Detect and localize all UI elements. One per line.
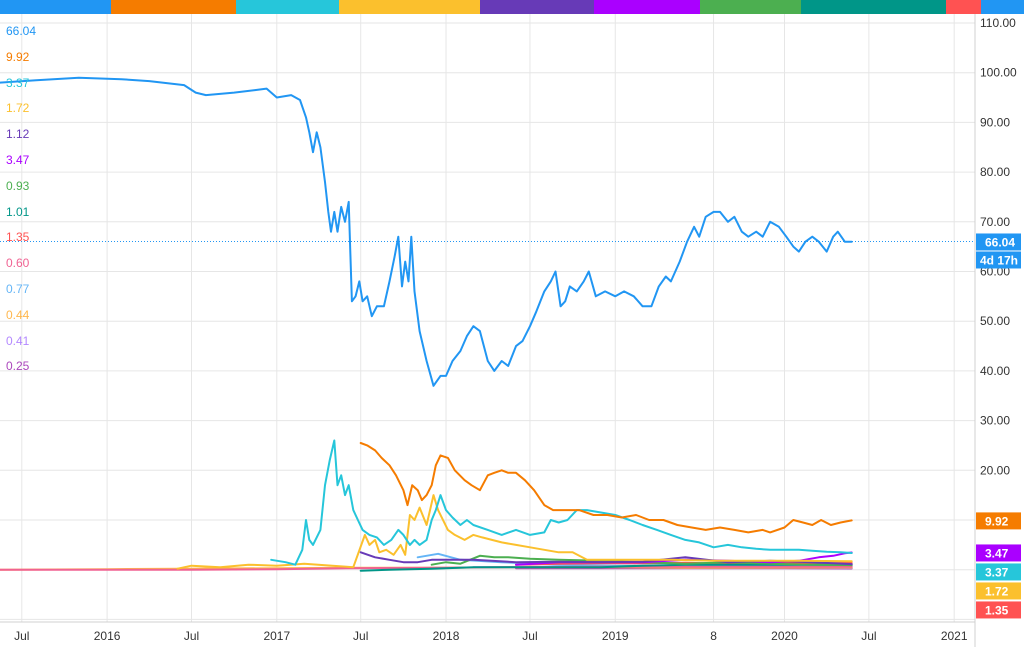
- x-tick-label: 8: [710, 629, 717, 643]
- series-color-swatch[interactable]: [0, 0, 111, 14]
- series-color-swatch[interactable]: [594, 0, 700, 14]
- legend-value: 66.04: [6, 24, 37, 38]
- x-tick-label: Jul: [522, 629, 537, 643]
- series-color-swatch[interactable]: [480, 0, 594, 14]
- series-color-swatch[interactable]: [111, 0, 236, 14]
- x-tick-label: 2020: [771, 629, 798, 643]
- price-tag-label: 1.72: [985, 584, 1009, 598]
- legend-value: 3.37: [6, 75, 30, 90]
- legend-value: 0.41: [6, 333, 30, 348]
- x-tick-label: Jul: [14, 629, 29, 643]
- y-tick-label: 30.00: [980, 414, 1010, 428]
- legend-value: 1.35: [6, 230, 30, 245]
- series-color-swatch[interactable]: [339, 0, 480, 14]
- x-tick-label: 2021: [941, 629, 968, 643]
- price-tag-label: 66.04: [985, 235, 1015, 249]
- legend-value: 1.72: [6, 101, 30, 116]
- price-tag[interactable]: [976, 512, 1021, 530]
- x-tick-label: 2019: [602, 629, 629, 643]
- series-line[interactable]: [0, 76, 853, 387]
- legend-value: 9.92: [6, 49, 30, 64]
- series-color-swatch[interactable]: [981, 0, 1024, 14]
- price-tag-label: 1.35: [985, 603, 1009, 617]
- price-tag-label: 3.37: [985, 565, 1009, 579]
- x-tick-label: Jul: [861, 629, 876, 643]
- legend-value: 1.12: [6, 127, 30, 142]
- countdown-tag: [976, 251, 1021, 269]
- price-tag[interactable]: [976, 601, 1021, 619]
- x-tick-label: 2017: [263, 629, 290, 643]
- legend-value: 0.44: [6, 307, 30, 322]
- series-line[interactable]: [270, 439, 853, 566]
- series-color-swatch[interactable]: [801, 0, 946, 14]
- legend-value: 1.01: [6, 204, 30, 219]
- legend-value: 0.77: [6, 282, 30, 296]
- x-tick-label: 2018: [433, 629, 460, 643]
- countdown-label: 4d 17h: [980, 253, 1018, 267]
- y-tick-label: 40.00: [980, 364, 1010, 378]
- y-tick-label: 90.00: [980, 115, 1010, 129]
- x-tick-label: 2016: [94, 629, 121, 643]
- legend-value: 0.93: [6, 178, 30, 193]
- series-color-swatch[interactable]: [946, 0, 981, 14]
- y-tick-label: 50.00: [980, 314, 1010, 328]
- x-tick-label: Jul: [353, 629, 368, 643]
- legend-value: 3.47: [6, 153, 30, 167]
- series-line[interactable]: [430, 554, 853, 567]
- y-tick-label: 100.00: [980, 66, 1017, 80]
- y-tick-label: 20.00: [980, 463, 1010, 477]
- series-line[interactable]: [176, 494, 853, 570]
- legend-value: 0.60: [6, 256, 30, 271]
- x-tick-label: Jul: [184, 629, 199, 643]
- price-tag[interactable]: [976, 563, 1021, 581]
- price-tag[interactable]: [976, 582, 1021, 600]
- series-color-swatch[interactable]: [700, 0, 801, 14]
- price-tag-label: 9.92: [985, 514, 1009, 528]
- price-tag[interactable]: [976, 233, 1021, 251]
- y-tick-label: 80.00: [980, 165, 1010, 179]
- series-color-bar: [0, 0, 1024, 14]
- series-line[interactable]: [359, 442, 853, 534]
- y-tick-label: 70.00: [980, 215, 1010, 229]
- y-tick-label: 110.00: [980, 16, 1016, 30]
- legend-value: 0.25: [6, 359, 30, 374]
- price-tag-label: 3.47: [985, 546, 1009, 560]
- price-tag[interactable]: [976, 544, 1021, 562]
- series-color-swatch[interactable]: [236, 0, 339, 14]
